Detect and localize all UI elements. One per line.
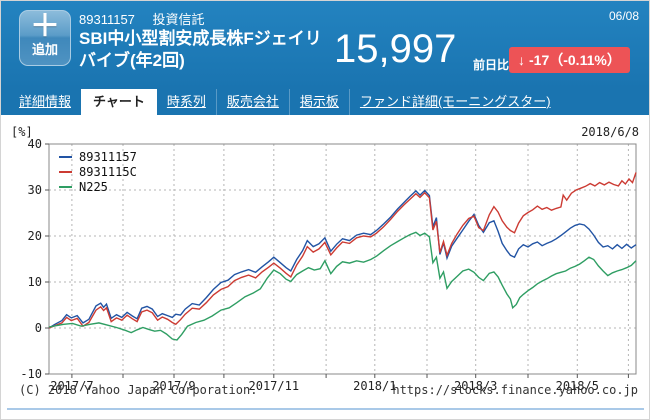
- tab-detail-info[interactable]: 詳細情報: [19, 94, 72, 109]
- svg-text:2018/5: 2018/5: [556, 379, 599, 393]
- legend-item: 8931115C: [59, 164, 137, 179]
- y-axis-unit-label: [%]: [11, 125, 33, 139]
- change-label: 前日比: [473, 58, 510, 72]
- chart-canvas: 40 30 20 10 0 -10 2017/7 2017/9 2017/11 2018/1 201…: [20, 137, 637, 393]
- bottom-divider: [7, 408, 644, 410]
- svg-text:2018/1: 2018/1: [353, 379, 396, 393]
- tab-message-board[interactable]: 掲示板: [288, 89, 349, 115]
- svg-text:40: 40: [28, 137, 42, 151]
- svg-text:2017/11: 2017/11: [249, 379, 300, 393]
- fund-name: SBI中小型割安成長株Fジェイリ バイブ(年2回): [79, 28, 322, 72]
- page-header: ＋ 追加 89311157 投資信託 06/08 SBI中小型割安成長株Fジェイ…: [1, 1, 649, 89]
- current-price: 15,997: [334, 27, 457, 71]
- tab-chart[interactable]: チャート: [81, 89, 157, 115]
- legend-label: 89311157: [79, 149, 137, 164]
- svg-text:2017/7: 2017/7: [50, 379, 93, 393]
- series-color-dash: [59, 170, 72, 173]
- svg-text:20: 20: [28, 229, 42, 243]
- tab-sellers[interactable]: 販売会社: [215, 89, 289, 115]
- svg-text:30: 30: [28, 183, 42, 197]
- fund-name-line1: SBI中小型割安成長株Fジェイリ: [79, 29, 322, 48]
- chart-legend: 89311157 8931115C N225: [59, 149, 137, 194]
- series-color-dash: [59, 155, 72, 158]
- svg-text:2018/3: 2018/3: [454, 379, 497, 393]
- tab-fund-detail-morningstar[interactable]: ファンド詳細(モーニングスター): [348, 89, 561, 115]
- down-arrow-icon: ↓: [518, 52, 525, 68]
- tab-time-series[interactable]: 時系列: [166, 94, 206, 109]
- add-button-label: 追加: [31, 42, 58, 57]
- svg-text:-10: -10: [20, 367, 42, 381]
- security-code-row: 89311157 投資信託: [79, 9, 205, 28]
- price-chart: [%] 2018/6/8 40 30 20 10 0 -10 2017/7 2017/9 201…: [1, 116, 649, 419]
- security-code: 89311157: [79, 12, 135, 27]
- plus-icon: ＋: [30, 10, 60, 43]
- legend-label: 8931115C: [79, 164, 137, 179]
- svg-text:2017/9: 2017/9: [152, 379, 195, 393]
- legend-item: N225: [59, 179, 137, 194]
- security-type: 投資信託: [152, 12, 205, 27]
- quote-date: 06/08: [608, 9, 639, 23]
- add-to-portfolio-button[interactable]: ＋ 追加: [19, 10, 71, 66]
- svg-text:0: 0: [35, 321, 42, 335]
- copyright-text: (C) 2018 Yahoo Japan Corporation.: [19, 383, 258, 397]
- price-change-value: -17（-0.11%）: [529, 52, 621, 68]
- svg-text:10: 10: [28, 275, 42, 289]
- price-change-badge: ↓ -17（-0.11%）: [509, 47, 630, 73]
- fund-name-line2: バイブ(年2回): [79, 51, 185, 70]
- chart-end-date: 2018/6/8: [581, 125, 639, 139]
- tab-bar: 詳細情報 チャート 時系列 販売会社 掲示板 ファンド詳細(モーニングスター): [1, 89, 649, 115]
- site-url-text: https://stocks.finance.yahoo.co.jp: [392, 383, 638, 397]
- legend-item: 89311157: [59, 149, 137, 164]
- legend-label: N225: [79, 179, 108, 194]
- series-color-dash: [59, 185, 72, 188]
